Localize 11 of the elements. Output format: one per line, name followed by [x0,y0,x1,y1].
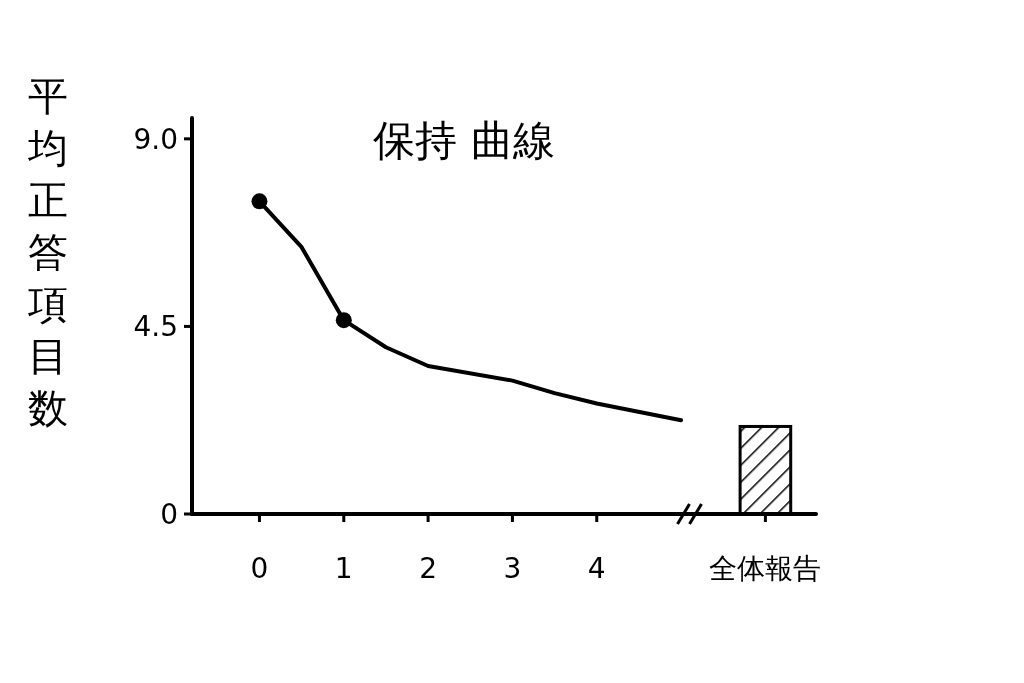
y-tick-label: 0 [160,498,178,531]
x-tick-label: 全体報告 [709,552,822,585]
x-tick-label: 0 [250,552,269,585]
x-tick-label: 3 [503,552,522,585]
chart-title: 保持 曲線 [373,116,555,165]
x-tick-label: 2 [419,552,438,585]
y-axis-title: 平均正答項目数 [27,73,68,431]
y-tick-label: 4.5 [133,310,178,344]
x-tick-label: 4 [587,552,606,585]
x-tick-label: 1 [334,552,353,585]
y-tick-label: 9.0 [133,122,178,156]
